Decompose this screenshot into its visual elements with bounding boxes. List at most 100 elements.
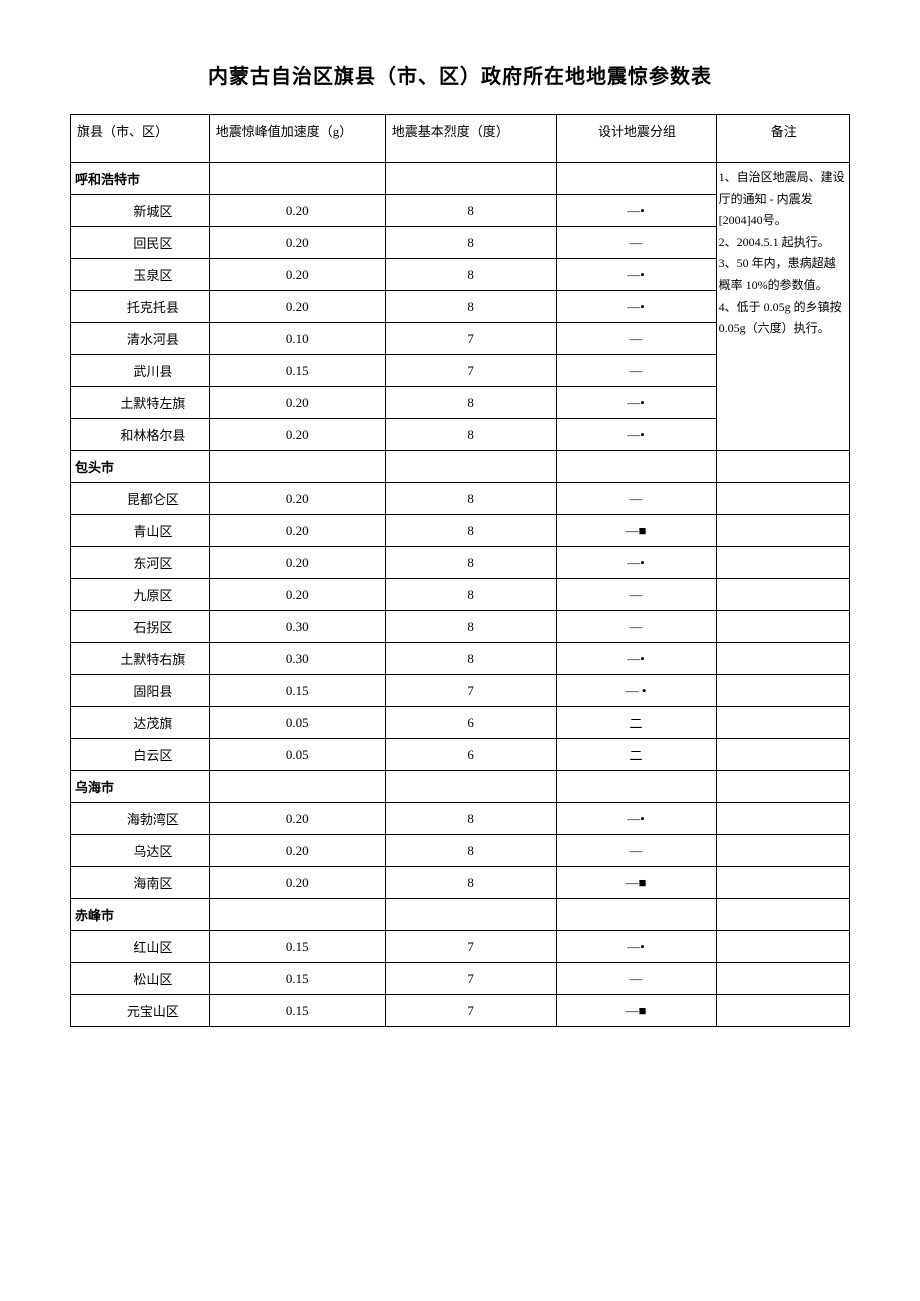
intensity-value: 6: [385, 739, 556, 771]
acceleration-value: 0.20: [209, 195, 385, 227]
table-row: 土默特右旗0.308—•: [71, 643, 850, 675]
district-name: 回民区: [71, 227, 210, 259]
empty-notes-cell: [716, 579, 849, 611]
intensity-value: 8: [385, 835, 556, 867]
table-row: 元宝山区0.157—■: [71, 995, 850, 1027]
city-header-row: 呼和浩特市1、自治区地震局、建设厅的通知 - 内震发[2004]40号。 2、2…: [71, 163, 850, 195]
table-row: 红山区0.157—•: [71, 931, 850, 963]
header-notes: 备注: [716, 115, 849, 163]
empty-notes-cell: [716, 707, 849, 739]
table-row: 固阳县0.157— •: [71, 675, 850, 707]
acceleration-value: 0.05: [209, 739, 385, 771]
acceleration-value: 0.15: [209, 963, 385, 995]
acceleration-value: 0.20: [209, 835, 385, 867]
empty-notes-cell: [716, 899, 849, 931]
city-name: 包头市: [71, 451, 210, 483]
acceleration-value: 0.30: [209, 611, 385, 643]
design-group-value: —•: [556, 387, 716, 419]
intensity-value: 8: [385, 611, 556, 643]
district-name: 石拐区: [71, 611, 210, 643]
header-group: 设计地震分组: [556, 115, 716, 163]
design-group-value: 二: [556, 707, 716, 739]
empty-notes-cell: [716, 963, 849, 995]
empty-notes-cell: [716, 995, 849, 1027]
acceleration-value: 0.30: [209, 643, 385, 675]
intensity-value: 7: [385, 931, 556, 963]
empty-notes-cell: [716, 643, 849, 675]
district-name: 和林格尔县: [71, 419, 210, 451]
acceleration-value: 0.20: [209, 803, 385, 835]
acceleration-value: 0.10: [209, 323, 385, 355]
district-name: 东河区: [71, 547, 210, 579]
city-name: 赤峰市: [71, 899, 210, 931]
district-name: 元宝山区: [71, 995, 210, 1027]
table-row: 昆都仑区0.208—: [71, 483, 850, 515]
intensity-value: 8: [385, 867, 556, 899]
empty-notes-cell: [716, 515, 849, 547]
empty-notes-cell: [716, 867, 849, 899]
design-group-value: —•: [556, 803, 716, 835]
design-group-value: — •: [556, 675, 716, 707]
acceleration-value: 0.20: [209, 227, 385, 259]
city-header-row: 包头市: [71, 451, 850, 483]
empty-cell: [209, 451, 385, 483]
district-name: 清水河县: [71, 323, 210, 355]
district-name: 达茂旗: [71, 707, 210, 739]
empty-cell: [556, 451, 716, 483]
design-group-value: —: [556, 611, 716, 643]
design-group-value: —•: [556, 547, 716, 579]
table-row: 松山区0.157—: [71, 963, 850, 995]
design-group-value: —: [556, 483, 716, 515]
header-county: 旗县（市、区）: [71, 115, 210, 163]
acceleration-value: 0.20: [209, 867, 385, 899]
intensity-value: 8: [385, 579, 556, 611]
design-group-value: —: [556, 227, 716, 259]
district-name: 土默特左旗: [71, 387, 210, 419]
seismic-parameters-table: 旗县（市、区） 地震惊峰值加速度（g） 地震基本烈度（度） 设计地震分组 备注 …: [70, 114, 850, 1027]
design-group-value: —■: [556, 995, 716, 1027]
district-name: 海南区: [71, 867, 210, 899]
district-name: 海勃湾区: [71, 803, 210, 835]
table-row: 海南区0.208—■: [71, 867, 850, 899]
district-name: 玉泉区: [71, 259, 210, 291]
notes-cell: 1、自治区地震局、建设厅的通知 - 内震发[2004]40号。 2、2004.5…: [716, 163, 849, 451]
acceleration-value: 0.15: [209, 355, 385, 387]
design-group-value: —: [556, 835, 716, 867]
acceleration-value: 0.20: [209, 291, 385, 323]
empty-cell: [209, 899, 385, 931]
acceleration-value: 0.05: [209, 707, 385, 739]
intensity-value: 7: [385, 963, 556, 995]
empty-notes-cell: [716, 483, 849, 515]
acceleration-value: 0.20: [209, 547, 385, 579]
empty-cell: [556, 163, 716, 195]
design-group-value: —•: [556, 931, 716, 963]
intensity-value: 8: [385, 227, 556, 259]
intensity-value: 8: [385, 803, 556, 835]
empty-notes-cell: [716, 611, 849, 643]
design-group-value: —•: [556, 291, 716, 323]
district-name: 固阳县: [71, 675, 210, 707]
empty-notes-cell: [716, 451, 849, 483]
intensity-value: 7: [385, 355, 556, 387]
intensity-value: 7: [385, 323, 556, 355]
acceleration-value: 0.15: [209, 675, 385, 707]
city-name: 乌海市: [71, 771, 210, 803]
design-group-value: —: [556, 579, 716, 611]
intensity-value: 7: [385, 675, 556, 707]
design-group-value: —: [556, 323, 716, 355]
table-row: 乌达区0.208—: [71, 835, 850, 867]
intensity-value: 8: [385, 419, 556, 451]
design-group-value: —•: [556, 259, 716, 291]
district-name: 青山区: [71, 515, 210, 547]
page-title: 内蒙古自治区旗县（市、区）政府所在地地震惊参数表: [70, 60, 850, 89]
design-group-value: —: [556, 963, 716, 995]
empty-cell: [209, 163, 385, 195]
empty-notes-cell: [716, 835, 849, 867]
empty-cell: [385, 899, 556, 931]
header-acceleration: 地震惊峰值加速度（g）: [209, 115, 385, 163]
empty-notes-cell: [716, 803, 849, 835]
intensity-value: 8: [385, 515, 556, 547]
empty-cell: [556, 899, 716, 931]
city-name: 呼和浩特市: [71, 163, 210, 195]
district-name: 红山区: [71, 931, 210, 963]
